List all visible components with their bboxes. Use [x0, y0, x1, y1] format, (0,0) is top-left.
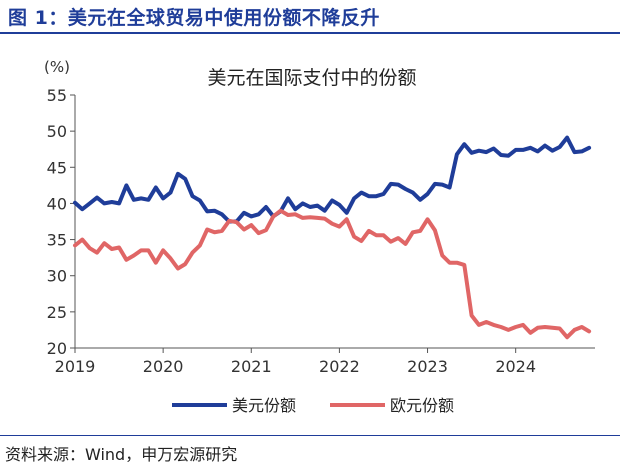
y-axis-unit-label: (%) — [44, 58, 70, 76]
y-tick-label: 35 — [47, 231, 67, 250]
x-tick-label: 2019 — [55, 357, 96, 376]
series-lines — [73, 135, 592, 340]
chart-title: 美元在国际支付中的份额 — [207, 67, 416, 89]
y-tick-label: 40 — [47, 194, 67, 213]
x-tick-label: 2023 — [407, 357, 448, 376]
usd-share-line — [73, 135, 592, 224]
y-tick-label: 45 — [47, 158, 67, 177]
title-divider — [0, 32, 620, 34]
x-tick-label: 2021 — [231, 357, 272, 376]
x-tick-label: 2024 — [495, 357, 536, 376]
axes: 20 25 30 35 40 45 50 55 2019 2020 2021 2022 2023 2024 — [47, 86, 595, 376]
legend-label: 欧元份额 — [390, 396, 454, 415]
figure-title: 图 1：美元在全球贸易中使用份额不降反升 — [8, 7, 380, 29]
x-tick-label: 2022 — [319, 357, 360, 376]
y-tick-label: 50 — [47, 122, 67, 141]
y-tick-label: 55 — [47, 86, 67, 105]
y-tick-label: 20 — [47, 339, 67, 358]
legend-label: 美元份额 — [232, 396, 296, 415]
x-tick-label: 2020 — [143, 357, 184, 376]
eur-share-line — [73, 208, 592, 340]
source-divider — [0, 435, 620, 436]
source-note: 资料来源：Wind，申万宏源研究 — [5, 445, 238, 464]
legend: 美元份额 欧元份额 — [172, 396, 454, 415]
y-tick-label: 30 — [47, 267, 67, 286]
y-tick-label: 25 — [47, 303, 67, 322]
